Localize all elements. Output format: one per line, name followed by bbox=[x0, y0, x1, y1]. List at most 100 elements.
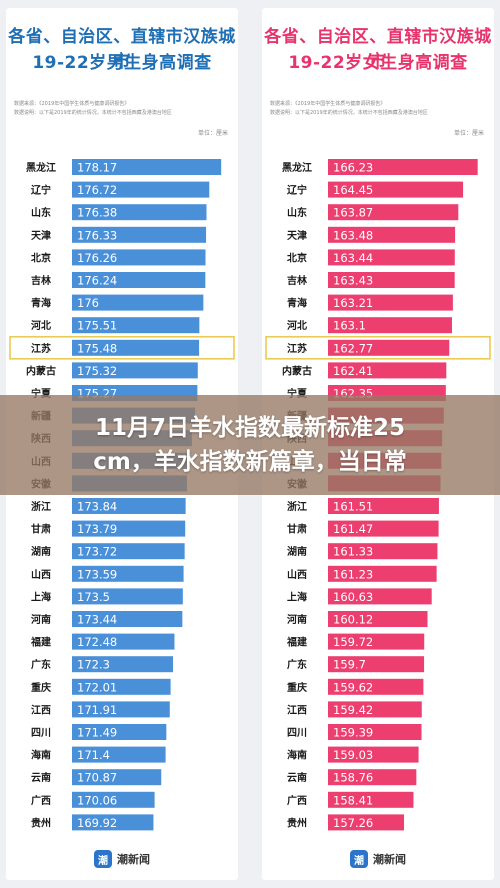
female-category-label: 黑龙江 bbox=[282, 161, 312, 174]
female-bar bbox=[328, 226, 456, 243]
female-bar bbox=[328, 317, 452, 334]
male-value-label: 173.79 bbox=[77, 522, 117, 536]
female-bar bbox=[328, 249, 455, 266]
male-bar bbox=[72, 588, 183, 605]
male-title-line1: 各省、自治区、直辖市汉族城市 bbox=[8, 27, 236, 72]
female-category-label: 江西 bbox=[287, 703, 307, 716]
female-bar bbox=[328, 588, 432, 605]
female-category-label: 山东 bbox=[287, 206, 307, 219]
female-value-label: 161.51 bbox=[333, 500, 373, 514]
male-category-label: 云南 bbox=[31, 771, 51, 784]
male-value-label: 176.24 bbox=[77, 274, 117, 288]
female-bar bbox=[328, 520, 439, 537]
male-bar bbox=[72, 339, 200, 356]
male-bar bbox=[72, 294, 204, 311]
male-category-label: 广东 bbox=[31, 658, 51, 671]
male-bar bbox=[72, 543, 185, 560]
male-category-label: 山西 bbox=[31, 568, 51, 581]
male-value-label: 175.48 bbox=[77, 341, 117, 355]
female-category-label: 辽宁 bbox=[287, 184, 307, 197]
female-category-label: 贵州 bbox=[287, 816, 307, 829]
female-category-label: 吉林 bbox=[287, 274, 308, 287]
male-category-label: 青海 bbox=[31, 297, 51, 310]
male-footer: 潮 潮新闻 bbox=[6, 850, 238, 868]
female-bar bbox=[328, 159, 478, 175]
male-bar bbox=[72, 362, 198, 379]
female-value-label: 161.47 bbox=[333, 522, 373, 536]
female-bar bbox=[328, 611, 428, 627]
male-value-label: 176.38 bbox=[77, 206, 117, 220]
female-footer: 潮 潮新闻 bbox=[262, 850, 494, 868]
male-bar bbox=[72, 498, 186, 514]
male-unit: 单位：厘米 bbox=[197, 130, 228, 137]
male-value-label: 176 bbox=[77, 296, 99, 310]
female-bar bbox=[328, 565, 437, 582]
female-bar bbox=[328, 791, 414, 808]
male-value-label: 175.51 bbox=[77, 319, 117, 333]
male-bar bbox=[72, 181, 210, 198]
male-notes: 数据来源：《2019年中国学生体质与健康调研报告》 数据说明：以下是2019年的… bbox=[14, 100, 232, 118]
headline-line2: cm，羊水指数新篇章，当日常 bbox=[93, 449, 407, 475]
male-bar bbox=[72, 611, 183, 627]
female-bar bbox=[328, 204, 459, 221]
male-bar bbox=[72, 226, 207, 243]
news-logo-icon: 潮 bbox=[94, 850, 112, 868]
female-value-label: 159.42 bbox=[333, 703, 373, 717]
male-value-label: 170.87 bbox=[77, 771, 117, 785]
female-value-label: 166.23 bbox=[333, 161, 373, 175]
male-value-label: 173.84 bbox=[77, 500, 117, 514]
male-category-label: 上海 bbox=[31, 590, 51, 603]
male-value-label: 169.92 bbox=[77, 816, 117, 830]
male-category-label: 重庆 bbox=[31, 681, 51, 694]
male-value-label: 175.32 bbox=[77, 364, 117, 378]
male-bar bbox=[72, 769, 162, 786]
female-bar bbox=[328, 543, 438, 560]
male-value-label: 173.72 bbox=[77, 545, 117, 559]
male-value-label: 171.4 bbox=[77, 748, 110, 762]
female-category-label: 四川 bbox=[287, 727, 307, 739]
female-note-desc: 数据说明：以下是2019年的统计情况，本统计不包括西藏及港澳台地区 bbox=[270, 110, 428, 116]
male-bar bbox=[72, 520, 186, 537]
female-value-label: 163.43 bbox=[333, 274, 373, 288]
female-value-label: 163.87 bbox=[333, 206, 373, 220]
female-category-label: 云南 bbox=[287, 771, 307, 784]
male-category-label: 四川 bbox=[31, 727, 51, 739]
female-value-label: 161.23 bbox=[333, 567, 373, 581]
female-value-label: 163.21 bbox=[333, 296, 373, 310]
male-value-label: 173.59 bbox=[77, 567, 117, 581]
female-category-label: 天津 bbox=[287, 229, 307, 242]
news-logo-icon: 潮 bbox=[350, 850, 368, 868]
male-value-label: 170.06 bbox=[77, 793, 117, 807]
male-bar bbox=[72, 633, 175, 650]
male-bar bbox=[72, 565, 184, 582]
news-brand: 潮新闻 bbox=[117, 853, 150, 866]
female-bar bbox=[328, 746, 419, 763]
male-value-label: 172.01 bbox=[77, 680, 117, 694]
male-highlight-box bbox=[9, 336, 235, 360]
female-value-label: 163.44 bbox=[333, 251, 373, 265]
female-bar bbox=[328, 769, 417, 786]
male-category-label: 辽宁 bbox=[31, 184, 51, 197]
male-bar bbox=[72, 249, 206, 266]
male-category-label: 广西 bbox=[31, 794, 51, 807]
male-category-label: 江苏 bbox=[31, 342, 51, 355]
female-category-label: 重庆 bbox=[287, 681, 307, 694]
female-category-label: 河南 bbox=[287, 613, 307, 626]
female-value-label: 160.12 bbox=[333, 613, 373, 627]
female-category-label: 福建 bbox=[286, 636, 308, 649]
male-bar bbox=[72, 701, 170, 718]
female-category-label: 江苏 bbox=[287, 342, 307, 355]
headline-banner[interactable]: 11月7日羊水指数最新标准25 cm，羊水指数新篇章，当日常 bbox=[0, 395, 500, 495]
male-bar bbox=[72, 317, 200, 334]
female-category-label: 广东 bbox=[287, 658, 307, 671]
female-category-label: 海南 bbox=[287, 749, 307, 762]
female-bar bbox=[328, 633, 425, 650]
female-value-label: 159.72 bbox=[333, 635, 373, 649]
female-value-label: 159.03 bbox=[333, 748, 373, 762]
female-bar bbox=[328, 362, 447, 379]
male-bar bbox=[72, 814, 154, 831]
male-category-label: 海南 bbox=[31, 749, 51, 762]
male-category-label: 河南 bbox=[31, 613, 51, 626]
male-category-label: 山东 bbox=[31, 206, 51, 219]
female-value-label: 159.62 bbox=[333, 680, 373, 694]
